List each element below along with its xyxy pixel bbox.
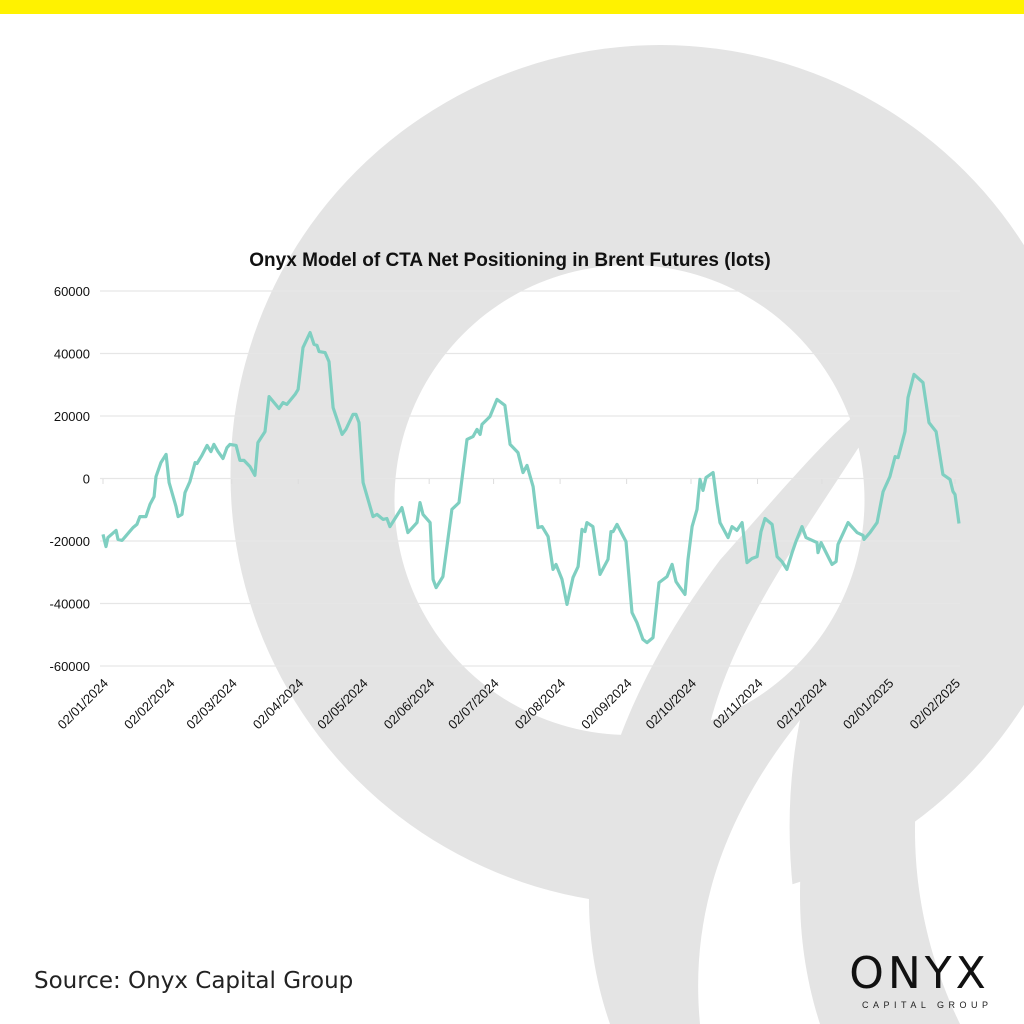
x-tick-label: 02/05/2024	[314, 676, 371, 733]
logo-subtitle: CAPITAL GROUP	[862, 1000, 993, 1010]
x-tick-label: 02/02/2025	[906, 676, 963, 733]
x-tick-label: 02/01/2025	[840, 676, 897, 733]
y-tick-label: 60000	[54, 284, 90, 299]
y-tick-label: -60000	[50, 659, 90, 674]
x-tick-label: 02/04/2024	[250, 676, 307, 733]
chart-title: Onyx Model of CTA Net Positioning in Bre…	[249, 250, 770, 271]
watermark-ring	[230, 45, 1024, 905]
x-tick-label: 02/10/2024	[643, 676, 700, 733]
watermark-flame-1	[588, 380, 900, 1024]
x-tick-label: 02/07/2024	[445, 676, 502, 733]
y-tick-label: 0	[83, 472, 90, 487]
y-tick-label: -40000	[50, 597, 90, 612]
y-tick-label: 20000	[54, 409, 90, 424]
x-tick-label: 02/09/2024	[578, 676, 635, 733]
y-tick-label: 40000	[54, 347, 90, 362]
y-tick-label: -20000	[50, 534, 90, 549]
x-tick-label: 02/06/2024	[381, 676, 438, 733]
x-tick-label: 02/11/2024	[710, 676, 766, 732]
onyx-logo: ONYX CAPITAL GROUP	[832, 948, 1007, 1011]
x-tick-label: 02/12/2024	[773, 676, 830, 733]
source-caption: Source: Onyx Capital Group	[34, 968, 354, 994]
series-line	[101, 331, 961, 645]
x-tick-label: 02/08/2024	[512, 676, 569, 733]
x-tick-label: 02/01/2024	[54, 676, 111, 733]
watermark-flame-2	[698, 720, 820, 1024]
watermark-flame-3	[800, 310, 1012, 1024]
top-accent-bar	[0, 0, 1024, 14]
x-tick-label: 02/03/2024	[183, 676, 240, 733]
x-tick-label: 02/02/2024	[121, 676, 178, 733]
logo-wordmark: ONYX	[849, 948, 990, 999]
